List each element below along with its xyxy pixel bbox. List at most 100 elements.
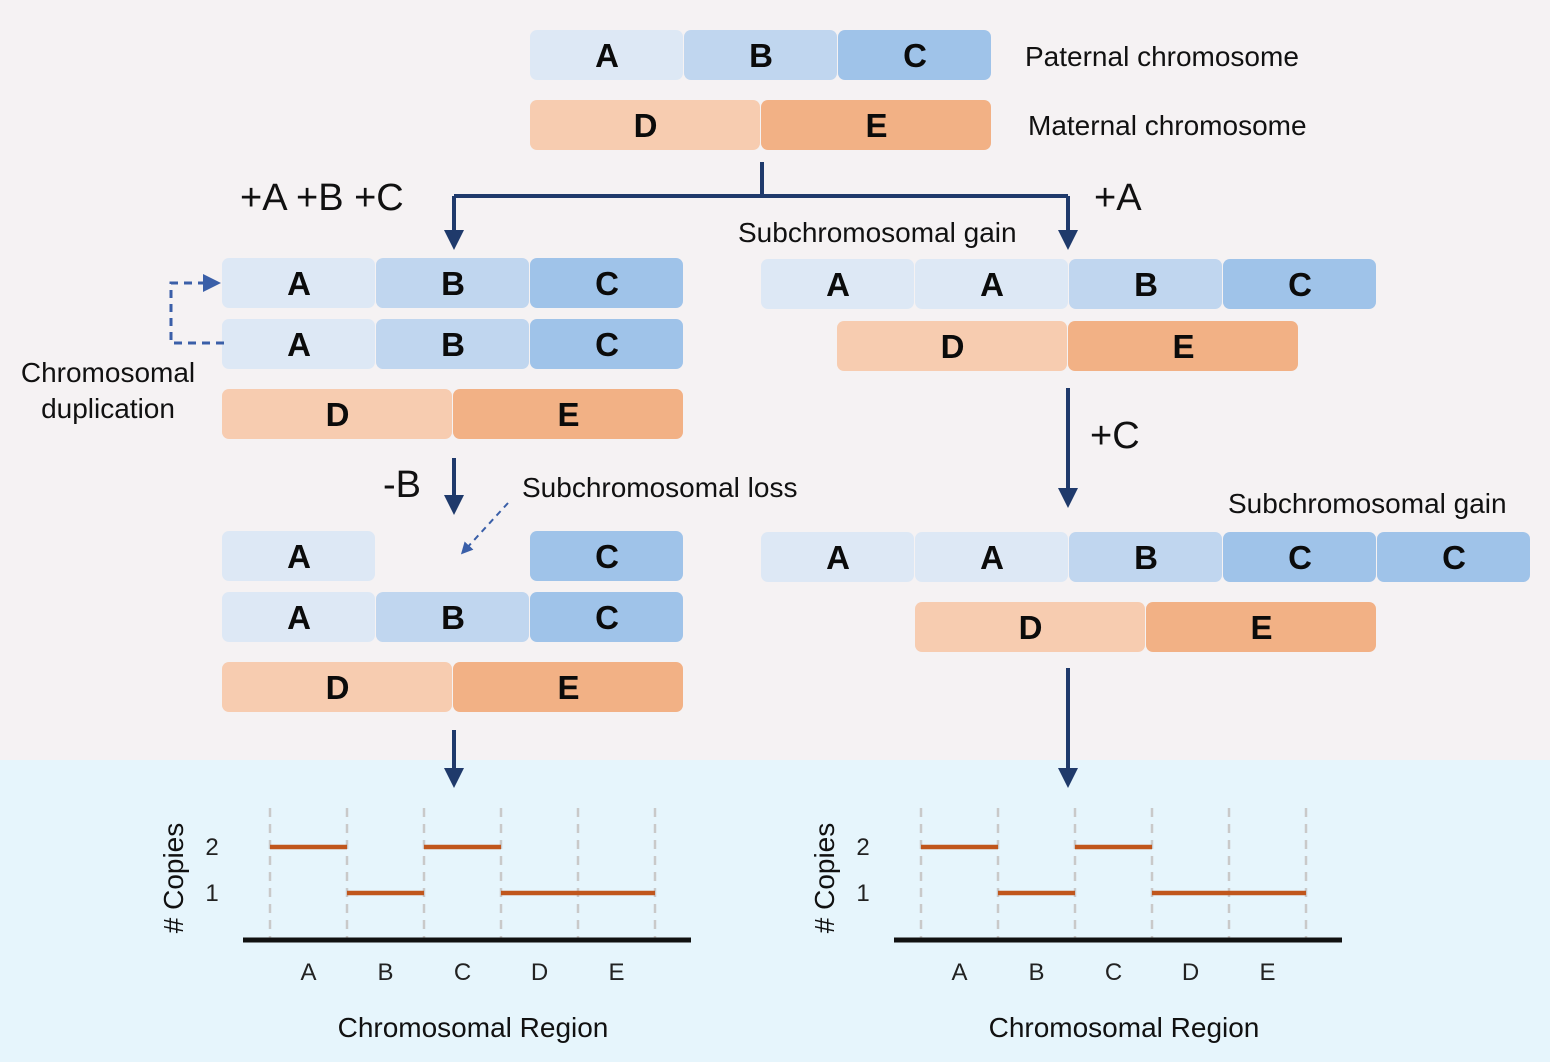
- x-tick-label: B: [1028, 959, 1044, 986]
- segment-a: [222, 258, 375, 308]
- segment-d: [530, 100, 760, 150]
- x-tick-label: E: [1259, 959, 1275, 986]
- segment-label: A: [980, 266, 1004, 303]
- segment-c: [530, 531, 683, 581]
- segment-label: B: [1134, 266, 1158, 303]
- copy-number-chart-left: 1 2 A B C D E # Copies Chromosomal Region: [158, 808, 691, 1043]
- segment-label: D: [326, 396, 350, 433]
- segment-a: [915, 532, 1068, 582]
- segment-label: C: [1442, 539, 1466, 576]
- segment-b: [684, 30, 837, 80]
- segment-label: C: [595, 538, 619, 575]
- segment-label: B: [1134, 539, 1158, 576]
- segment-a: [222, 592, 375, 642]
- segment-label: D: [326, 669, 350, 706]
- chromosome-layer: A B CD EA B CA B CD EA A B CD EA CA B CD EA A B C CD E: [222, 30, 1530, 712]
- segment-b: [376, 258, 529, 308]
- chromosome-left2-pat2: A B C: [222, 592, 683, 642]
- x-tick-label: A: [300, 959, 316, 986]
- segment-c: [1223, 532, 1376, 582]
- segment-label: C: [1288, 266, 1312, 303]
- segment-b: [376, 319, 529, 369]
- chromosome-top-paternal: A B C: [530, 30, 991, 80]
- chromosome-left1-pat2: A B C: [222, 319, 683, 369]
- segment-label: C: [595, 326, 619, 363]
- segment-b: [376, 592, 529, 642]
- loss-op-label: -B: [383, 464, 421, 506]
- segment-label: E: [865, 107, 887, 144]
- segment-e: [453, 662, 683, 712]
- segment-c: [838, 30, 991, 80]
- loss-pointer-arrow: [460, 502, 509, 555]
- y-tick-label: 1: [856, 880, 869, 907]
- segment-c: [1377, 532, 1530, 582]
- segment-label: B: [441, 326, 465, 363]
- segment-label: A: [287, 265, 311, 302]
- x-axis-label: Chromosomal Region: [989, 1012, 1260, 1043]
- right-gain-op-label: +A: [1094, 177, 1142, 219]
- subchromosomal-loss-label: Subchromosomal loss: [522, 472, 797, 503]
- x-tick-label: C: [454, 959, 471, 986]
- segment-d: [837, 321, 1067, 371]
- segment-c: [530, 258, 683, 308]
- segment-d: [915, 602, 1145, 652]
- c-gain-op-label: +C: [1090, 415, 1140, 457]
- segment-label: C: [903, 37, 927, 74]
- segment-d: [222, 389, 452, 439]
- segment-a: [761, 259, 914, 309]
- segment-label: B: [441, 599, 465, 636]
- duplication-dashed-arrow: [169, 274, 224, 345]
- segment-label: A: [287, 326, 311, 363]
- segment-e: [1068, 321, 1298, 371]
- segment-c: [1223, 259, 1376, 309]
- segment-label: C: [595, 599, 619, 636]
- y-tick-label: 2: [205, 834, 218, 861]
- segment-e: [1146, 602, 1376, 652]
- bottom-panel-background: [0, 760, 1550, 1062]
- segment-e: [761, 100, 991, 150]
- segment-label: A: [826, 266, 850, 303]
- segment-label: A: [595, 37, 619, 74]
- segment-label: A: [287, 599, 311, 636]
- x-tick-label: E: [608, 959, 624, 986]
- duplication-label-line2: duplication: [41, 393, 175, 424]
- y-tick-label: 2: [856, 834, 869, 861]
- segment-c: [530, 319, 683, 369]
- x-tick-label: A: [951, 959, 967, 986]
- segment-b: [1069, 259, 1222, 309]
- maternal-label: Maternal chromosome: [1028, 110, 1307, 141]
- x-tick-label: B: [377, 959, 393, 986]
- segment-label: D: [634, 107, 658, 144]
- copy-number-chart-right: 1 2 A B C D E # Copies Chromosomal Region: [809, 808, 1342, 1043]
- y-tick-label: 1: [205, 880, 218, 907]
- segment-d: [222, 662, 452, 712]
- y-axis-label: # Copies: [158, 823, 189, 934]
- y-axis-label: # Copies: [809, 823, 840, 934]
- x-tick-label: D: [531, 959, 548, 986]
- segment-a: [915, 259, 1068, 309]
- segment-label: A: [287, 538, 311, 575]
- right-subchromosomal-gain-label: Subchromosomal gain: [738, 217, 1017, 248]
- segment-c: [530, 592, 683, 642]
- segment-label: E: [1250, 609, 1272, 646]
- segment-label: E: [1172, 328, 1194, 365]
- segment-label: E: [557, 669, 579, 706]
- paternal-label: Paternal chromosome: [1025, 41, 1299, 72]
- segment-label: D: [941, 328, 965, 365]
- left-gain-op-label: +A +B +C: [240, 177, 404, 219]
- segment-a: [222, 531, 375, 581]
- duplication-label-line1: Chromosomal: [21, 357, 195, 388]
- segment-label: C: [595, 265, 619, 302]
- segment-label: A: [826, 539, 850, 576]
- segment-a: [761, 532, 914, 582]
- segment-label: B: [441, 265, 465, 302]
- split-arrow: [444, 162, 1078, 250]
